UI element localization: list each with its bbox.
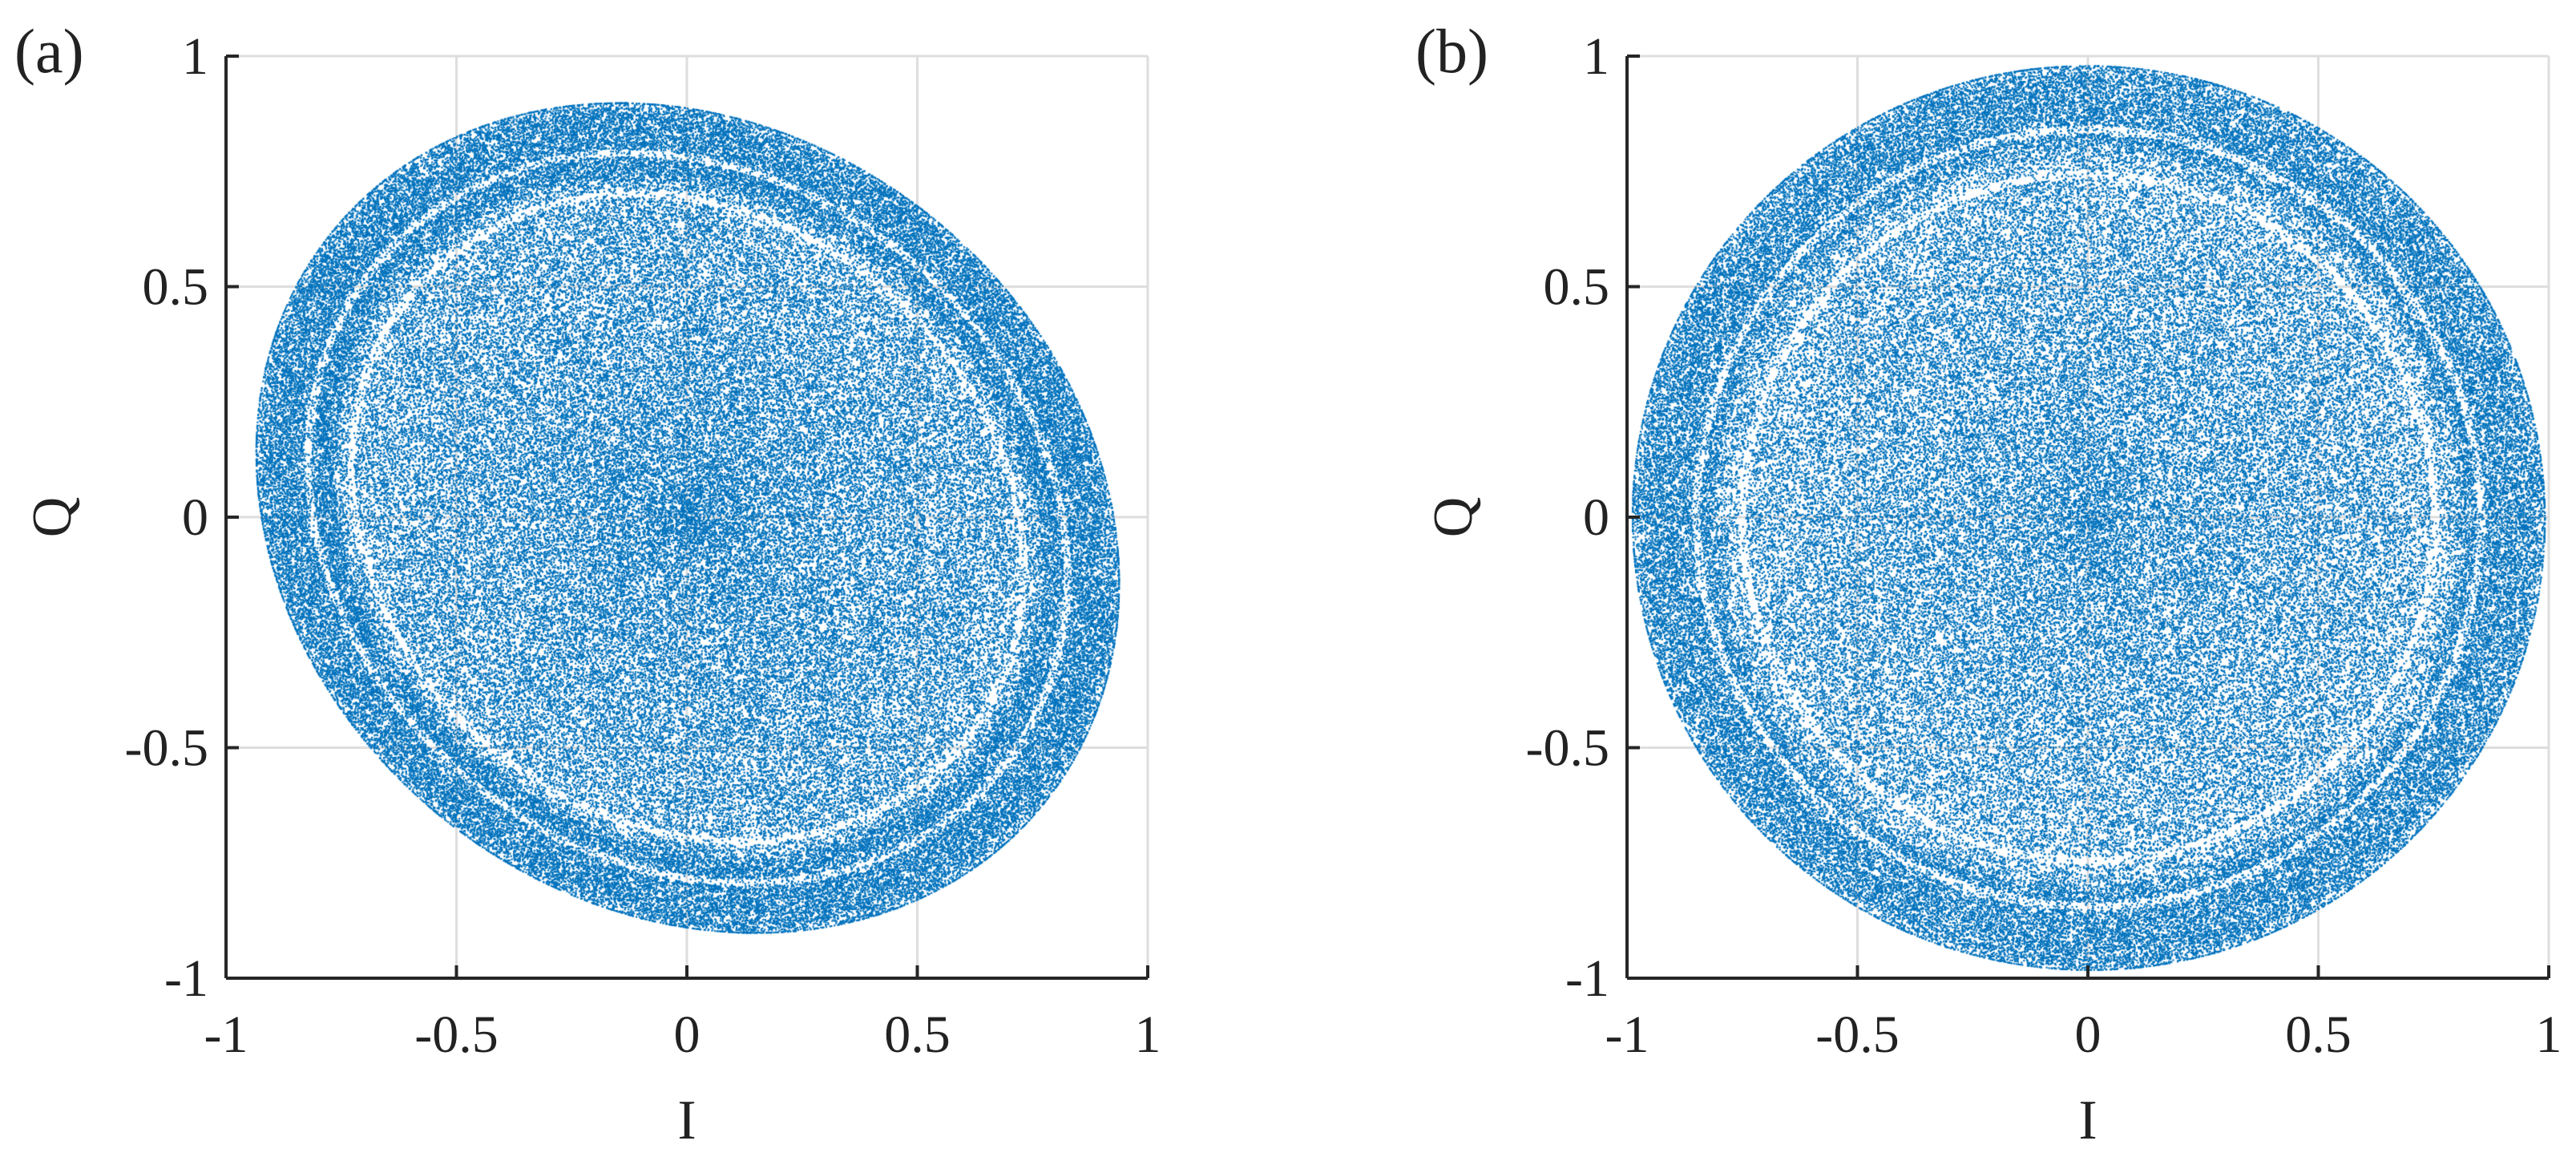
y-tick-label: 1 (182, 27, 208, 86)
x-tick-label: 0 (674, 1005, 701, 1064)
axes: -1 -0.5 0 0.5 1 -1 -0.5 0 0.5 1 (125, 27, 1161, 1064)
y-tick-label: 0.5 (1544, 258, 1610, 317)
scatter-points (1627, 56, 2549, 978)
y-tick-label: 0 (182, 488, 208, 547)
y-axis-label: Q (1423, 497, 1484, 538)
scatter-points (226, 56, 1148, 978)
x-tick-label: 0 (2075, 1005, 2102, 1064)
y-tick-label: 1 (1583, 27, 1609, 86)
y-tick-label: -1 (1565, 949, 1609, 1008)
y-tick-label: 0 (1583, 488, 1609, 547)
scatter-panel-b: -1 -0.5 0 0.5 1 -1 -0.5 0 0.5 1 (b) I Q (1415, 16, 2562, 1151)
y-tick-label: -1 (164, 949, 208, 1008)
y-tick-label: 0.5 (143, 258, 209, 317)
x-tick-label: 1 (1135, 1005, 1161, 1064)
x-tick-label: -1 (204, 1005, 248, 1064)
x-tick-label: -1 (1605, 1005, 1649, 1064)
axes: -1 -0.5 0 0.5 1 -1 -0.5 0 0.5 1 (1526, 27, 2562, 1064)
scatter-panel-a: -1 -0.5 0 0.5 1 -1 -0.5 0 0.5 1 (a) I Q (14, 16, 1161, 1151)
x-tick-label: 0.5 (2285, 1005, 2352, 1064)
x-tick-label: 0.5 (884, 1005, 951, 1064)
y-tick-label: -0.5 (1526, 719, 1609, 778)
x-axis-label: I (677, 1090, 696, 1151)
y-tick-label: -0.5 (125, 719, 208, 778)
point-cloud-image (226, 56, 1148, 978)
x-tick-label: -0.5 (414, 1005, 498, 1064)
panel-label: (a) (14, 16, 84, 86)
panel-label: (b) (1415, 16, 1488, 86)
point-cloud-image (1627, 56, 2549, 978)
x-tick-label: 1 (2536, 1005, 2562, 1064)
x-axis-label: I (2078, 1090, 2097, 1151)
x-tick-label: -0.5 (1815, 1005, 1899, 1064)
y-axis-label: Q (22, 497, 83, 538)
